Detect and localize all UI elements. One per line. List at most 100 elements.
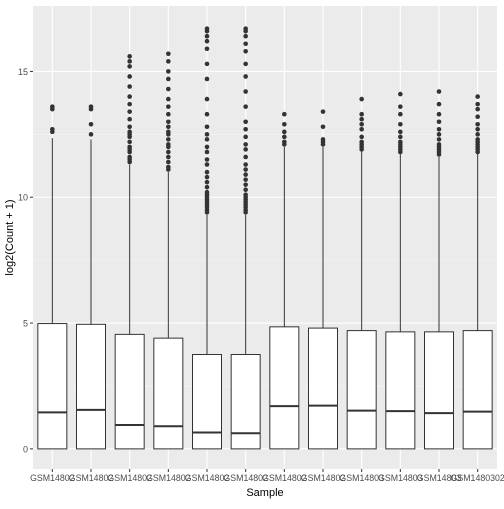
outlier-point bbox=[166, 119, 171, 125]
box-GSM1480298 bbox=[308, 109, 338, 450]
outlier-point bbox=[127, 139, 132, 145]
outlier-point bbox=[436, 89, 442, 94]
x-tick-label: GSM14802 bbox=[301, 473, 346, 483]
outlier-point bbox=[166, 96, 171, 102]
box-GSM1480299 bbox=[346, 96, 377, 450]
outlier-point bbox=[359, 111, 364, 117]
outlier-point bbox=[204, 38, 210, 44]
outlier-point bbox=[243, 187, 248, 192]
outlier-point bbox=[320, 124, 326, 130]
outlier-point bbox=[127, 116, 132, 122]
box-GSM1480301 bbox=[424, 89, 454, 450]
outlier-point bbox=[204, 33, 210, 39]
outlier-point bbox=[127, 101, 132, 107]
box-iqr bbox=[230, 354, 261, 450]
outlier-point bbox=[282, 129, 287, 135]
outlier-point bbox=[166, 154, 171, 160]
outlier-point bbox=[243, 154, 248, 160]
outlier-point bbox=[88, 104, 94, 109]
outlier-point bbox=[436, 119, 442, 125]
outlier-point bbox=[436, 111, 442, 117]
outlier-point bbox=[243, 172, 248, 177]
outlier-point bbox=[127, 154, 132, 160]
outlier-point bbox=[166, 129, 171, 135]
box-iqr bbox=[153, 337, 184, 450]
outlier-point bbox=[320, 109, 326, 114]
outlier-point bbox=[398, 111, 403, 117]
outlier-point bbox=[50, 104, 55, 109]
outlier-point bbox=[398, 139, 403, 145]
outlier-point bbox=[127, 64, 132, 69]
x-axis-title: Sample bbox=[246, 487, 283, 499]
box-GSM1480293 bbox=[114, 54, 145, 450]
box-GSM1480296 bbox=[230, 26, 261, 450]
outlier-point bbox=[204, 149, 210, 155]
x-tick-label: GSM1480302 bbox=[451, 473, 504, 483]
outlier-point bbox=[127, 84, 132, 89]
x-tick-label: GSM14802 bbox=[30, 473, 75, 483]
box-GSM1480295 bbox=[192, 26, 222, 450]
outlier-point bbox=[475, 137, 480, 142]
outlier-point bbox=[127, 54, 132, 59]
x-tick-label: GSM14803 bbox=[339, 473, 384, 483]
x-tick-label: GSM14802 bbox=[185, 473, 230, 483]
outlier-point bbox=[398, 129, 403, 135]
outlier-point bbox=[204, 111, 210, 117]
box-iqr bbox=[192, 354, 222, 450]
outlier-point bbox=[243, 119, 248, 125]
outlier-point bbox=[359, 96, 364, 102]
outlier-point bbox=[204, 26, 210, 31]
outlier-point bbox=[243, 41, 248, 47]
box-GSM1480302 bbox=[462, 94, 493, 450]
y-tick-label: 0 bbox=[23, 444, 28, 454]
outlier-point bbox=[436, 132, 442, 137]
outlier-point bbox=[166, 164, 171, 170]
outlier-point bbox=[243, 134, 248, 140]
outlier-point bbox=[359, 139, 364, 145]
box-iqr bbox=[76, 323, 106, 450]
x-tick-label: GSM14802 bbox=[223, 473, 268, 483]
box-iqr bbox=[308, 327, 338, 450]
outlier-point bbox=[475, 114, 480, 120]
box-GSM1480292 bbox=[76, 104, 106, 450]
box-GSM1480294 bbox=[153, 51, 184, 450]
outlier-point bbox=[166, 142, 171, 147]
outlier-point bbox=[243, 177, 248, 182]
outlier-point bbox=[243, 104, 248, 109]
box-iqr bbox=[424, 331, 454, 450]
outlier-point bbox=[204, 46, 210, 52]
outlier-point bbox=[243, 192, 248, 198]
outlier-point bbox=[436, 137, 442, 142]
box-iqr bbox=[385, 331, 416, 450]
outlier-point bbox=[166, 137, 171, 142]
outlier-point bbox=[398, 121, 403, 127]
outlier-point bbox=[398, 104, 403, 109]
x-tick-label: GSM14802 bbox=[262, 473, 307, 483]
outlier-point bbox=[127, 74, 132, 79]
y-tick-label: 5 bbox=[23, 319, 28, 329]
outlier-point bbox=[166, 104, 171, 109]
outlier-point bbox=[166, 51, 171, 57]
outlier-point bbox=[243, 126, 248, 132]
outlier-point bbox=[204, 169, 210, 175]
outlier-point bbox=[166, 59, 171, 64]
outlier-point bbox=[204, 96, 210, 102]
outlier-point bbox=[204, 137, 210, 142]
outlier-point bbox=[243, 61, 248, 67]
outlier-point bbox=[127, 59, 132, 64]
y-axis-ticks: 0 5 10 15 bbox=[18, 67, 33, 454]
outlier-point bbox=[243, 26, 248, 31]
outlier-point bbox=[127, 94, 132, 99]
x-axis-ticks: GSM14802GSM14802GSM14802GSM14802GSM14802… bbox=[30, 469, 504, 483]
outlier-point bbox=[204, 174, 210, 180]
outlier-point bbox=[127, 124, 132, 130]
outlier-point bbox=[50, 126, 55, 132]
box-iqr bbox=[269, 326, 300, 450]
boxes bbox=[37, 26, 493, 450]
outlier-point bbox=[243, 142, 248, 147]
outlier-point bbox=[475, 126, 480, 132]
outlier-point bbox=[166, 76, 171, 82]
outlier-point bbox=[475, 132, 480, 137]
